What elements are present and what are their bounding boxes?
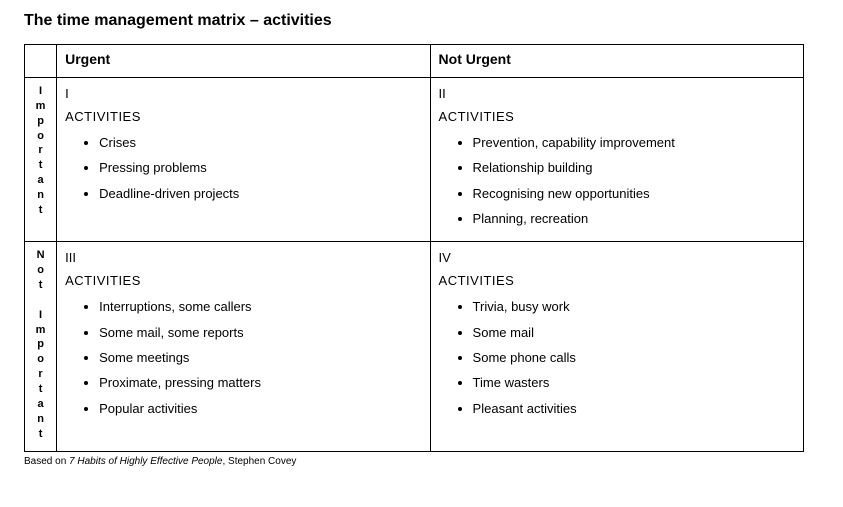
list-item: Popular activities	[99, 396, 421, 421]
list-item: Time wasters	[473, 370, 795, 395]
q2-activities-list: Prevention, capability improvementRelati…	[439, 130, 795, 231]
quadrant-2: II ACTIVITIES Prevention, capability imp…	[430, 78, 803, 242]
list-item: Pleasant activities	[473, 396, 795, 421]
q3-numeral: III	[65, 250, 421, 265]
list-item: Interruptions, some callers	[99, 294, 421, 319]
q3-activities-list: Interruptions, some callersSome mail, so…	[65, 294, 421, 421]
list-item: Planning, recreation	[473, 206, 795, 231]
list-item: Crises	[99, 130, 421, 155]
q2-numeral: II	[439, 86, 795, 101]
list-item: Some phone calls	[473, 345, 795, 370]
q4-activities-heading: ACTIVITIES	[439, 273, 795, 288]
q2-activities-heading: ACTIVITIES	[439, 109, 795, 124]
row-header-important: Important	[25, 78, 57, 242]
quadrant-3: III ACTIVITIES Interruptions, some calle…	[57, 242, 430, 452]
list-item: Deadline-driven projects	[99, 181, 421, 206]
list-item: Trivia, busy work	[473, 294, 795, 319]
q4-activities-list: Trivia, busy workSome mailSome phone cal…	[439, 294, 795, 421]
col-header-not-urgent: Not Urgent	[430, 45, 803, 78]
footnote-suffix: , Stephen Covey	[222, 456, 296, 467]
footnote: Based on 7 Habits of Highly Effective Pe…	[24, 456, 823, 467]
list-item: Pressing problems	[99, 155, 421, 180]
time-matrix-table: Urgent Not Urgent Important I ACTIVITIES…	[24, 44, 804, 452]
col-header-urgent: Urgent	[57, 45, 430, 78]
page-title: The time management matrix – activities	[20, 12, 823, 30]
footnote-book: 7 Habits of Highly Effective People	[69, 456, 222, 467]
list-item: Some mail	[473, 320, 795, 345]
quadrant-1: I ACTIVITIES CrisesPressing problemsDead…	[57, 78, 430, 242]
q3-activities-heading: ACTIVITIES	[65, 273, 421, 288]
q4-numeral: IV	[439, 250, 795, 265]
header-row: Urgent Not Urgent	[25, 45, 804, 78]
row-not-important: Not Important III ACTIVITIES Interruptio…	[25, 242, 804, 452]
row-important: Important I ACTIVITIES CrisesPressing pr…	[25, 78, 804, 242]
row-header-not-important: Not Important	[25, 242, 57, 452]
list-item: Relationship building	[473, 155, 795, 180]
footnote-prefix: Based on	[24, 456, 69, 467]
q1-activities-heading: ACTIVITIES	[65, 109, 421, 124]
q1-numeral: I	[65, 86, 421, 101]
quadrant-4: IV ACTIVITIES Trivia, busy workSome mail…	[430, 242, 803, 452]
list-item: Some mail, some reports	[99, 320, 421, 345]
q1-activities-list: CrisesPressing problemsDeadline-driven p…	[65, 130, 421, 206]
list-item: Recognising new opportunities	[473, 181, 795, 206]
list-item: Proximate, pressing matters	[99, 370, 421, 395]
corner-cell	[25, 45, 57, 78]
list-item: Some meetings	[99, 345, 421, 370]
list-item: Prevention, capability improvement	[473, 130, 795, 155]
